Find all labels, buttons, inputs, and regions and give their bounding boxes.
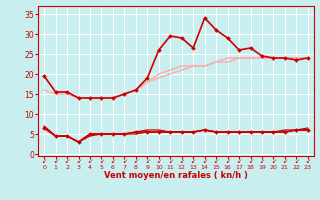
X-axis label: Vent moyen/en rafales ( kn/h ): Vent moyen/en rafales ( kn/h ) [104,171,248,180]
